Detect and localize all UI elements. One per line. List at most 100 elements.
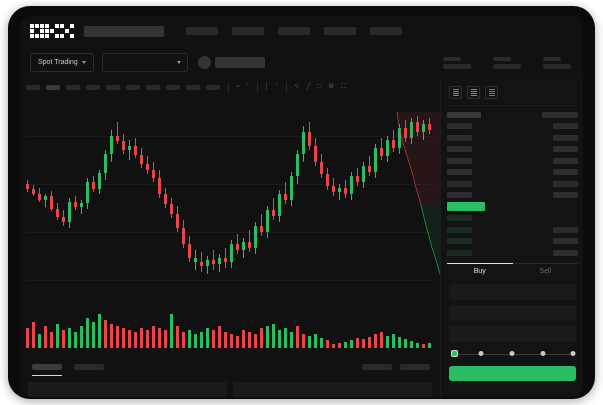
stat-value	[443, 63, 471, 69]
orderbook-bid-row-3[interactable]	[447, 248, 578, 257]
timeframe-3[interactable]	[66, 85, 80, 90]
candle-wick	[249, 230, 251, 252]
timeframe-8[interactable]	[166, 85, 180, 90]
volume-bar	[146, 330, 149, 348]
volume-bar	[356, 338, 359, 348]
orderbook-last-price[interactable]	[447, 202, 578, 211]
candle-wick	[261, 214, 263, 236]
volume-bar	[362, 339, 365, 348]
search-input[interactable]	[84, 25, 164, 37]
orderbook-rows[interactable]	[441, 106, 583, 257]
candle-body	[164, 194, 167, 204]
volume-bar	[302, 334, 305, 348]
amount-percent-slider[interactable]	[449, 350, 576, 358]
timeframe-2[interactable]	[46, 85, 60, 90]
stat-value	[493, 63, 521, 69]
chart-gridline-0	[26, 136, 434, 137]
orderbook-column-headers[interactable]	[447, 110, 578, 119]
timeframe-5[interactable]	[106, 85, 120, 90]
tab-buy[interactable]: Buy	[447, 263, 513, 278]
tab-filter[interactable]	[362, 364, 392, 370]
orderbook-mode-asks[interactable]	[485, 86, 498, 99]
chart-type-chevron-icon[interactable]: ˇ	[246, 83, 249, 91]
volume-bar	[110, 324, 113, 348]
price-field[interactable]	[449, 284, 576, 300]
orderbook-ask-row[interactable]	[447, 122, 578, 131]
slider-stop-75[interactable]	[540, 351, 546, 356]
nav-item-1[interactable]	[186, 27, 218, 35]
order-panel-left[interactable]	[28, 382, 227, 397]
fullscreen-icon[interactable]: ⛶	[341, 83, 346, 91]
drawing-pencil-icon[interactable]: ╱	[306, 83, 311, 91]
submit-buy-button[interactable]	[449, 366, 576, 381]
volume-bar	[212, 330, 215, 348]
nav-item-5[interactable]	[370, 27, 402, 35]
price-chart[interactable]	[20, 96, 446, 358]
okx-logo-icon[interactable]	[30, 24, 74, 38]
volume-bar	[368, 337, 371, 348]
timeframe-4[interactable]	[86, 85, 100, 90]
slider-stop-100[interactable]	[570, 351, 576, 356]
timeframe-9[interactable]	[186, 85, 200, 90]
timeframe-10[interactable]	[206, 85, 220, 90]
volume-bar	[68, 328, 71, 348]
candle-body	[116, 136, 119, 141]
coin-avatar-icon	[197, 56, 211, 69]
volume-bar	[128, 330, 131, 348]
volume-bar	[230, 334, 233, 348]
orderbook-ask-row[interactable]	[447, 156, 578, 165]
tab-order-history[interactable]	[74, 364, 104, 370]
timeframe-6[interactable]	[126, 85, 140, 90]
candle-body	[410, 122, 413, 138]
indicators-icon[interactable]: ≈	[236, 83, 240, 91]
gear-icon[interactable]: ⚙	[328, 83, 335, 91]
candlestick-icon[interactable]: │	[264, 83, 269, 91]
volume-bar	[278, 330, 281, 348]
nav-item-3[interactable]	[278, 27, 310, 35]
candle-body	[332, 186, 335, 192]
slider-handle[interactable]	[451, 350, 458, 357]
order-panel-right[interactable]	[233, 382, 432, 397]
tab-hide-other-pairs[interactable]	[400, 364, 430, 370]
volume-bar	[398, 337, 401, 348]
tab-open-orders[interactable]	[32, 364, 62, 376]
candle-body	[92, 182, 95, 189]
volume-bar	[86, 318, 89, 348]
candle-body	[428, 124, 431, 130]
volume-bar	[152, 326, 155, 348]
orderbook-ask-row[interactable]	[447, 179, 578, 188]
pair-select-dropdown[interactable]	[101, 53, 188, 72]
orderbook-ask-row[interactable]	[447, 133, 578, 142]
nav-item-2[interactable]	[232, 27, 264, 35]
tab-sell[interactable]: Sell	[539, 268, 552, 275]
orderbook-ask-row[interactable]	[447, 145, 578, 154]
timeframe-7[interactable]	[146, 85, 160, 90]
timeframe-1[interactable]	[26, 85, 40, 90]
orderbook-bid-row-1[interactable]	[447, 225, 578, 234]
line-chart-icon[interactable]: ∿	[293, 83, 300, 91]
orderbook-mode-both[interactable]	[449, 86, 462, 99]
candle-wick	[285, 182, 287, 204]
volume-bar	[326, 340, 329, 348]
order-form-fields	[441, 278, 583, 342]
orderbook-mode-bids[interactable]	[467, 86, 480, 99]
camera-icon[interactable]: □	[317, 83, 322, 91]
volume-bar	[92, 322, 95, 348]
orderbook-price	[447, 226, 472, 233]
volume-bar	[236, 336, 239, 348]
candle-body	[158, 178, 161, 194]
orderbook-ask-row[interactable]	[447, 191, 578, 200]
amount-field[interactable]	[449, 305, 576, 321]
orderbook-ask-row[interactable]	[447, 168, 578, 177]
nav-item-4[interactable]	[324, 27, 356, 35]
orderbook-bid-row-2[interactable]	[447, 237, 578, 246]
total-field[interactable]	[449, 326, 576, 342]
volume-series	[26, 308, 434, 348]
settings-chevron-icon[interactable]: ˇ	[275, 83, 278, 91]
depth-chart-svg	[396, 112, 446, 298]
orderbook-bid-row-0[interactable]	[447, 214, 578, 223]
market-type-dropdown[interactable]: Spot Trading	[30, 53, 94, 72]
slider-stop-50[interactable]	[509, 351, 515, 356]
orderbook-amount	[553, 146, 578, 152]
slider-stop-25[interactable]	[478, 351, 484, 356]
